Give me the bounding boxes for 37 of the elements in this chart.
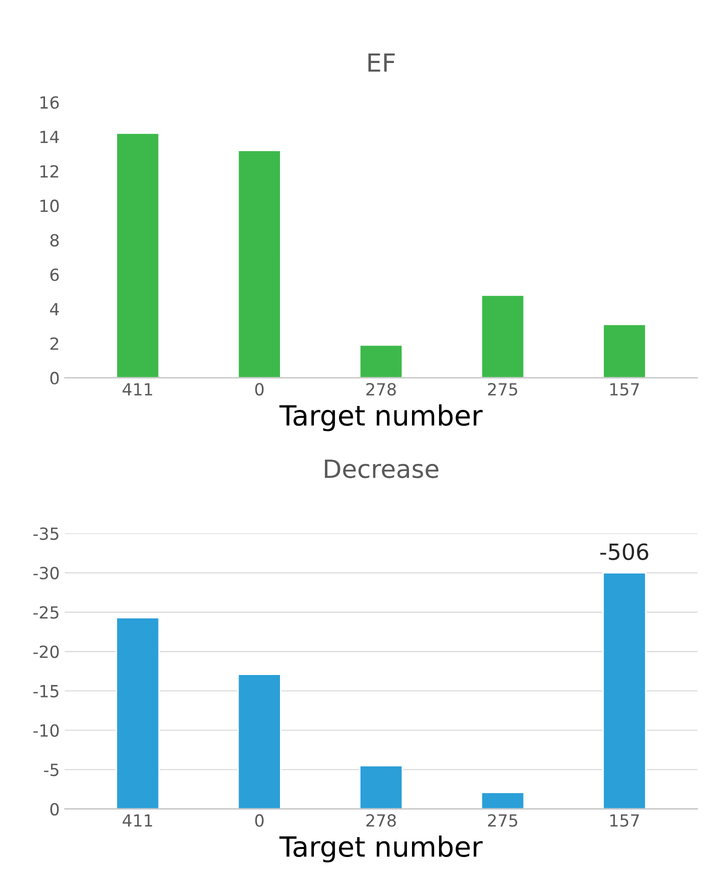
y-tick-label: -25 <box>33 606 58 619</box>
y-tick-label: -30 <box>33 566 59 580</box>
x-tick-label: 278 <box>366 814 396 827</box>
x-tick-label: 278 <box>366 382 396 396</box>
y-tick-label: 4 <box>50 303 59 316</box>
y-tick-label: -35 <box>33 527 58 540</box>
bar <box>359 344 404 378</box>
y-tick-label: 2 <box>50 337 58 350</box>
x-tick-label: 275 <box>488 814 518 827</box>
x-tick-label: 411 <box>122 383 152 396</box>
x-tick-label: 157 <box>610 383 639 396</box>
y-tick-label: 16 <box>40 96 59 109</box>
y-tick-label: 10 <box>40 200 59 212</box>
annotation: -506 <box>600 543 648 560</box>
chart-title: Decrease <box>324 460 438 478</box>
x-axis-title: Target number <box>279 836 483 862</box>
y-tick-label: -5 <box>44 764 58 776</box>
bar <box>480 294 525 378</box>
x-tick-label: 0 <box>255 382 264 396</box>
y-tick-label: -15 <box>33 685 58 698</box>
x-tick-label: 411 <box>122 814 152 827</box>
y-tick-label: 8 <box>50 234 59 247</box>
y-tick-label: -20 <box>33 645 59 658</box>
x-tick-label: 0 <box>255 814 264 827</box>
x-axis-title: Target number <box>279 404 483 432</box>
bar <box>116 132 160 378</box>
bar <box>237 150 282 378</box>
x-tick-label: 275 <box>488 382 518 396</box>
y-tick-label: 6 <box>50 268 59 282</box>
chart-title: EF <box>368 53 395 72</box>
y-tick-label: 0 <box>50 372 59 384</box>
y-tick-label: 0 <box>50 802 59 816</box>
x-tick-label: 157 <box>610 814 639 827</box>
y-tick-label: 12 <box>40 165 58 178</box>
bar <box>602 324 646 378</box>
y-tick-label: -10 <box>33 724 59 737</box>
y-tick-label: 14 <box>40 130 59 144</box>
